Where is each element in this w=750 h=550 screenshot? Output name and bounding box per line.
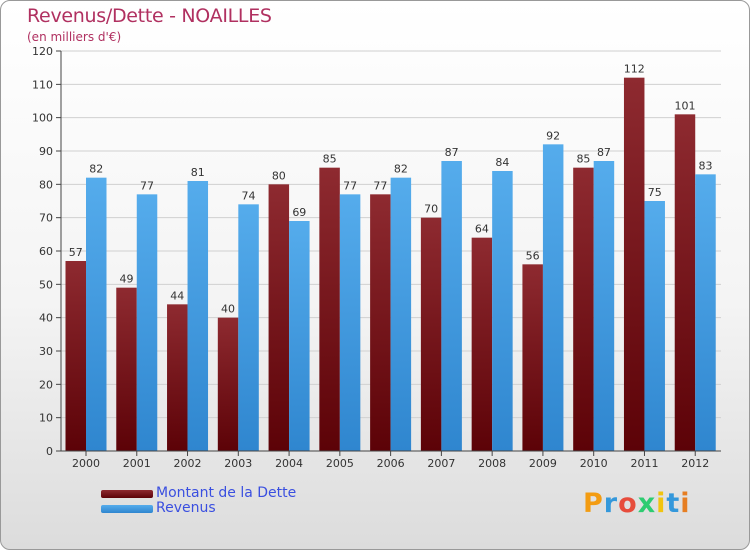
logo-letter: o [618, 488, 638, 519]
y-tick-label: 100 [32, 112, 53, 125]
data-label: 75 [648, 186, 662, 199]
x-tick-label: 2010 [580, 457, 608, 470]
logo-letter: t [666, 488, 681, 519]
data-label: 77 [140, 179, 154, 192]
y-tick-label: 40 [39, 312, 53, 325]
data-label: 69 [292, 206, 306, 219]
y-tick-label: 0 [46, 445, 53, 458]
y-tick-label: 30 [39, 345, 53, 358]
data-label: 44 [170, 289, 184, 302]
y-tick-label: 10 [39, 412, 53, 425]
data-label: 56 [526, 249, 540, 262]
bar-dette [167, 304, 188, 451]
data-label: 82 [89, 163, 103, 176]
bar-dette [623, 77, 645, 452]
bar-revenus [238, 204, 259, 451]
data-label: 82 [394, 163, 408, 176]
logo-letter: P [583, 488, 604, 519]
bar-dette [116, 287, 137, 451]
x-tick-label: 2002 [174, 457, 202, 470]
y-tick-label: 50 [39, 278, 53, 291]
chart-title: Revenus/Dette - NOAILLES [27, 5, 272, 27]
x-tick-label: 2000 [72, 457, 100, 470]
y-tick-label: 60 [39, 245, 53, 258]
bar-revenus [492, 171, 513, 451]
bar-revenus [593, 161, 615, 451]
x-tick-label: 2006 [377, 457, 405, 470]
y-tick-label: 110 [32, 78, 53, 91]
data-label: 49 [120, 273, 134, 286]
bar-dette [65, 261, 86, 451]
y-tick-label: 70 [39, 212, 53, 225]
data-label: 85 [576, 153, 590, 166]
x-tick-label: 2012 [681, 457, 709, 470]
bar-revenus [695, 174, 716, 452]
data-label: 80 [272, 169, 286, 182]
y-tick-label: 80 [39, 178, 53, 191]
bar-revenus [542, 144, 564, 452]
x-tick-label: 2005 [326, 457, 354, 470]
legend-label-revenus: Revenus [156, 500, 216, 516]
data-label: 84 [495, 156, 509, 169]
x-tick-label: 2011 [630, 457, 658, 470]
data-label: 57 [69, 246, 83, 259]
bar-dette [217, 317, 239, 451]
data-label: 87 [597, 146, 611, 159]
bar-revenus [187, 181, 209, 451]
bar-revenus [441, 161, 462, 451]
bar-dette [370, 194, 391, 452]
bar-dette [268, 184, 290, 452]
data-label: 70 [424, 203, 438, 216]
y-tick-label: 20 [39, 378, 53, 391]
data-label: 81 [191, 166, 205, 179]
bar-revenus [339, 194, 361, 452]
x-tick-label: 2008 [478, 457, 506, 470]
data-label: 77 [343, 179, 357, 192]
data-label: 83 [698, 159, 712, 172]
data-label: 64 [475, 223, 489, 236]
legend-swatch-revenus [101, 505, 153, 513]
bar-dette [420, 217, 442, 451]
y-tick-label: 90 [39, 145, 53, 158]
logo-letter: i [680, 488, 691, 519]
y-tick-label: 120 [32, 45, 53, 58]
x-tick-label: 2004 [275, 457, 303, 470]
data-label: 87 [445, 146, 459, 159]
logo-letter: i [656, 488, 667, 519]
bar-dette [319, 167, 340, 451]
logo-letter: r [603, 488, 619, 519]
bar-revenus [86, 177, 107, 451]
chart-subtitle: (en milliers d'€) [27, 30, 122, 44]
data-label: 112 [624, 63, 645, 76]
data-label: 40 [221, 303, 235, 316]
x-tick-label: 2007 [427, 457, 455, 470]
bar-revenus [644, 201, 665, 451]
bar-revenus [289, 221, 310, 451]
bar-revenus [390, 177, 412, 451]
logo-letter: x [637, 488, 657, 519]
x-tick-label: 2009 [529, 457, 557, 470]
data-label: 74 [242, 189, 256, 202]
data-label: 101 [674, 99, 695, 112]
bar-dette [471, 237, 493, 451]
data-label: 92 [546, 129, 560, 142]
data-label: 77 [373, 179, 387, 192]
x-tick-label: 2003 [224, 457, 252, 470]
bar-revenus [136, 194, 158, 452]
bar-dette [674, 114, 696, 451]
proxiti-logo: Proxiti [583, 488, 691, 519]
x-tick-label: 2001 [123, 457, 151, 470]
legend-swatch-dette [101, 490, 153, 498]
legend-label-dette: Montant de la Dette [156, 485, 297, 501]
bar-dette [522, 264, 543, 451]
data-label: 85 [323, 153, 337, 166]
bar-dette [573, 167, 594, 451]
